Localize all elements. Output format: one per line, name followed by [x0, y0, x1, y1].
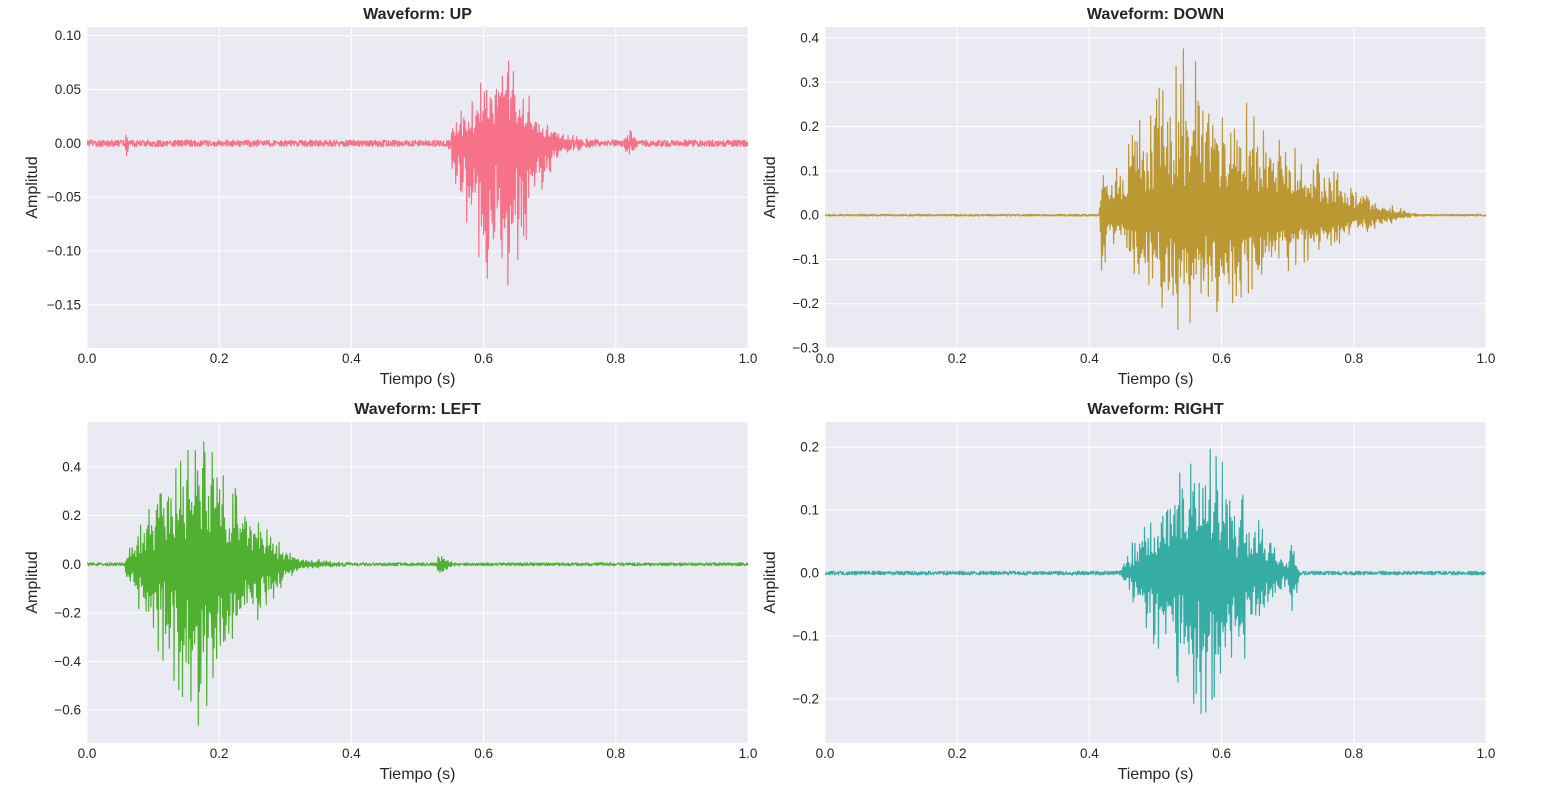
x-tick-label: 0.0: [78, 351, 97, 366]
y-tick-label: −0.4: [54, 654, 81, 669]
y-axis-label: Amplitud: [24, 156, 41, 218]
x-tick-label: 1.0: [1477, 746, 1496, 761]
x-tick-label: 0.6: [1212, 746, 1231, 761]
x-tick-label: 0.0: [816, 746, 835, 761]
y-tick-label: 0.2: [62, 508, 81, 523]
x-tick-label: 0.4: [342, 746, 361, 761]
x-tick-label: 1.0: [1477, 351, 1496, 366]
y-tick-label: −0.05: [47, 190, 81, 205]
x-tick-label: 1.0: [739, 746, 758, 761]
x-tick-label: 0.6: [1212, 351, 1231, 366]
x-tick-label: 0.4: [1080, 351, 1099, 366]
x-tick-label: 0.6: [474, 351, 493, 366]
chart-left: 0.0 0.2 0.4 0.6 0.8 1.0 0.4 0.2 0.0 −0.2 −0.4 −0.6 W…: [24, 401, 757, 783]
y-tick-label: 0.4: [800, 31, 819, 46]
y-tick-label: 0.10: [55, 28, 81, 43]
y-tick-label: 0.05: [55, 82, 81, 97]
y-tick-label: 0.2: [800, 119, 819, 134]
chart-title: Waveform: UP: [363, 6, 472, 23]
chart-right: 0.0 0.2 0.4 0.6 0.8 1.0 0.2 0.1 0.0 −0.1 −0.2 Wavef…: [762, 401, 1495, 783]
waveform-line-left: [87, 441, 748, 726]
y-tick-label: −0.3: [792, 341, 819, 356]
x-tick-label: 0.4: [342, 351, 361, 366]
x-tick-label: 0.4: [1080, 746, 1099, 761]
y-tick-label: 0.0: [62, 557, 81, 572]
y-tick-label: −0.6: [54, 703, 81, 718]
x-axis-label: Tiempo (s): [380, 766, 456, 783]
y-axis-label: Amplitud: [762, 156, 779, 218]
waveform-line-right: [825, 448, 1486, 714]
y-tick-label: 0.3: [800, 75, 819, 90]
x-tick-label: 0.8: [606, 746, 625, 761]
y-tick-label: −0.15: [47, 297, 81, 312]
y-axis-label: Amplitud: [24, 551, 41, 613]
y-tick-label: −0.2: [54, 605, 81, 620]
y-tick-label: 0.00: [55, 136, 81, 151]
y-tick-label: −0.1: [792, 629, 819, 644]
plot-area: [87, 27, 748, 348]
x-tick-label: 0.2: [948, 351, 967, 366]
x-axis-label: Tiempo (s): [1118, 766, 1194, 783]
y-tick-label: 0.0: [800, 208, 819, 223]
x-axis-label: Tiempo (s): [380, 371, 456, 388]
x-tick-label: 0.2: [210, 746, 229, 761]
chart-up: 0.0 0.2 0.4 0.6 0.8 1.0 0.10 0.05 0.00 −0.05 −0.10…: [24, 6, 757, 388]
chart-down: 0.0 0.2 0.4 0.6 0.8 1.0 0.4 0.3 0.2 0.1 0.0 −0.1 −0.…: [762, 6, 1495, 388]
y-tick-label: −0.2: [792, 691, 819, 706]
x-tick-label: 0.8: [606, 351, 625, 366]
waveform-line-up: [87, 60, 748, 286]
chart-title: Waveform: RIGHT: [1087, 401, 1224, 418]
y-tick-label: 0.4: [62, 459, 81, 474]
y-tick-label: −0.1: [792, 252, 819, 267]
chart-title: Waveform: DOWN: [1087, 6, 1224, 23]
chart-title: Waveform: LEFT: [354, 401, 481, 418]
y-tick-label: 0.0: [800, 566, 819, 581]
x-tick-label: 0.2: [948, 746, 967, 761]
waveform-line-down: [825, 48, 1486, 331]
x-tick-label: 0.0: [816, 351, 835, 366]
y-tick-label: 0.2: [800, 440, 819, 455]
x-tick-label: 0.0: [78, 746, 97, 761]
y-tick-label: −0.10: [47, 244, 81, 259]
x-tick-label: 0.8: [1344, 746, 1363, 761]
y-axis-label: Amplitud: [762, 551, 779, 613]
y-tick-label: 0.1: [800, 163, 819, 178]
y-tick-label: −0.2: [792, 296, 819, 311]
x-tick-label: 1.0: [739, 351, 758, 366]
x-tick-label: 0.2: [210, 351, 229, 366]
x-axis-label: Tiempo (s): [1118, 371, 1194, 388]
y-tick-label: 0.1: [800, 503, 819, 518]
x-tick-label: 0.6: [474, 746, 493, 761]
x-tick-label: 0.8: [1344, 351, 1363, 366]
